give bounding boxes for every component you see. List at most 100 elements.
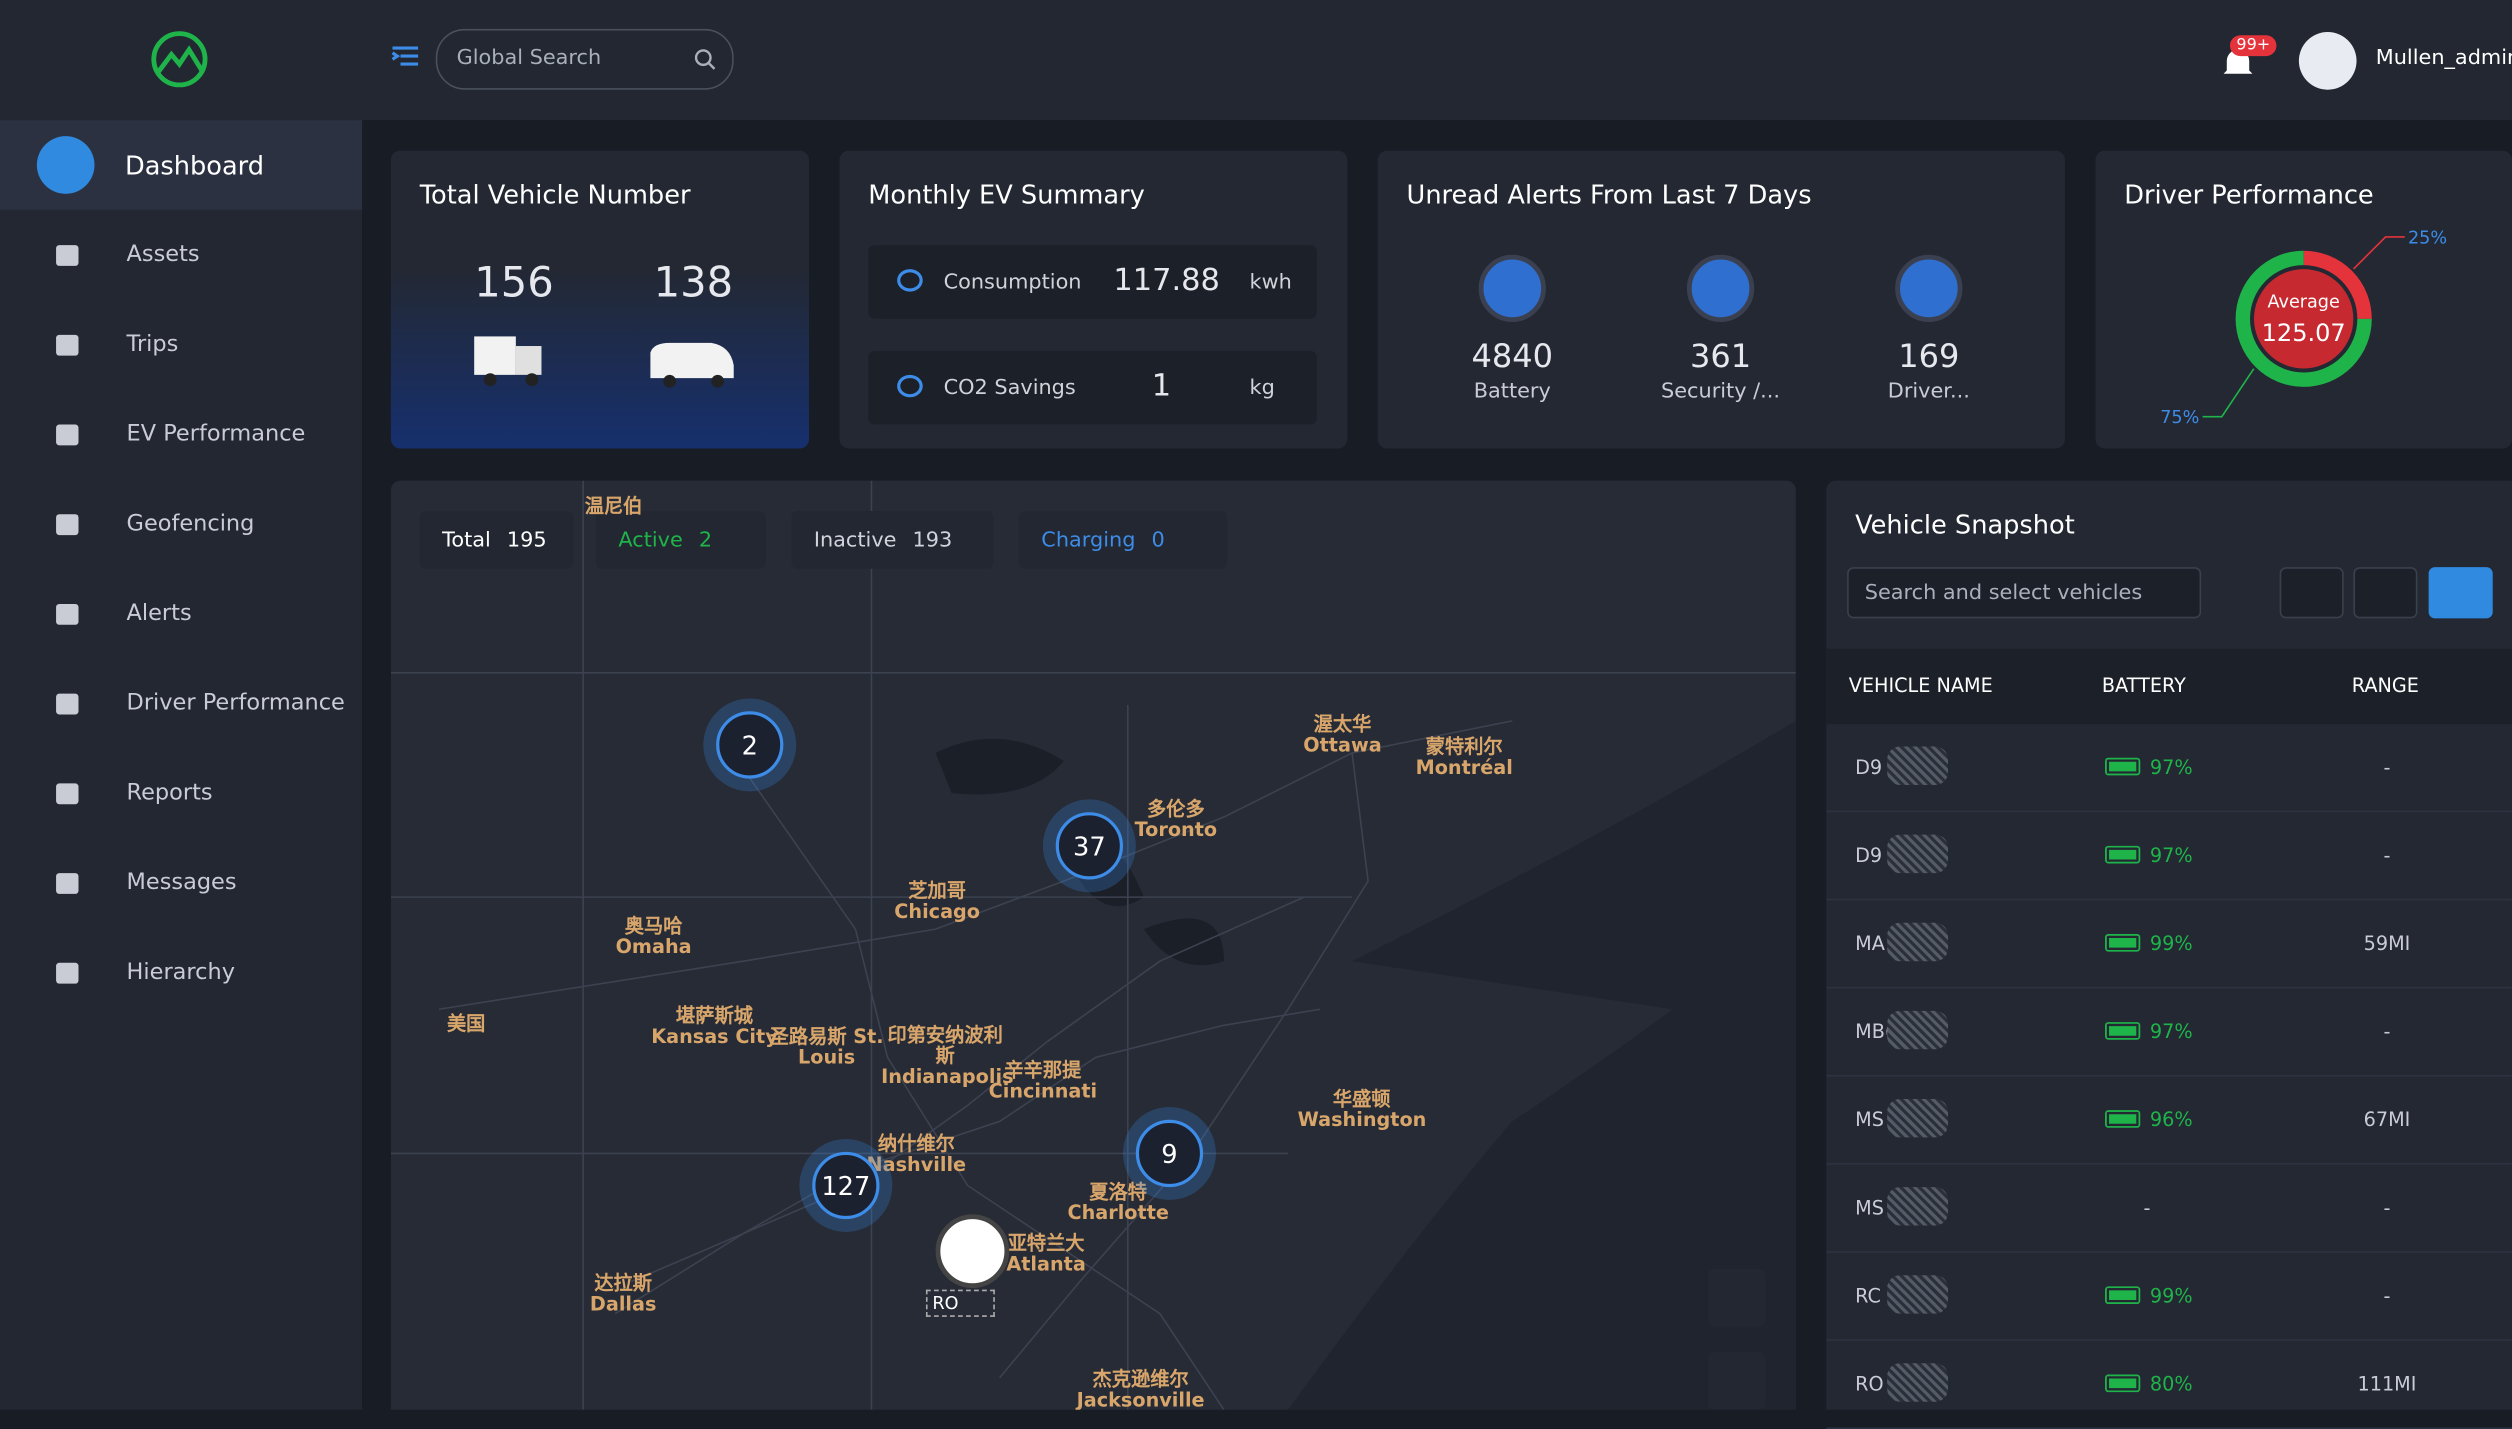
column-header[interactable]: BATTERY xyxy=(2101,674,2186,697)
user-name[interactable]: Mullen_admin xyxy=(2375,46,2512,71)
segment-label: 25% xyxy=(2408,228,2447,248)
vehicle-pin[interactable] xyxy=(935,1214,1010,1289)
vehicle-search[interactable]: Search and select vehicles xyxy=(1847,567,2202,619)
nav-icon xyxy=(56,692,79,714)
vehicle-cluster[interactable]: 127 xyxy=(812,1151,880,1220)
nav-icon xyxy=(56,962,79,983)
table-row[interactable]: RC 99% - xyxy=(1826,1253,2512,1341)
global-search[interactable]: Global Search xyxy=(435,28,734,90)
range: - xyxy=(2383,844,2391,867)
card-title: Total Vehicle Number xyxy=(419,179,691,210)
name-redaction xyxy=(1887,922,1949,962)
column-header[interactable]: VEHICLE NAME xyxy=(1848,674,1993,697)
nav-label: Dashboard xyxy=(124,149,265,181)
battery-level: 80% xyxy=(2149,1372,2193,1396)
vehicle-name: RO xyxy=(1855,1372,1884,1396)
vehicle-cluster[interactable]: 2 xyxy=(716,711,784,779)
search-placeholder: Search and select vehicles xyxy=(1864,581,2143,606)
name-redaction xyxy=(1887,1010,1949,1050)
nav-item[interactable]: Dashboard xyxy=(0,120,363,210)
alerts-card: Unread Alerts From Last 7 Days 4840 Batte… xyxy=(1377,150,2065,449)
nav-item[interactable]: Geofencing xyxy=(0,479,362,569)
menu-toggle[interactable] xyxy=(391,45,420,71)
map-label: 印第安纳波利斯 Indianapolis xyxy=(881,1023,1014,1088)
table-header xyxy=(1826,648,2512,725)
nav-item[interactable]: Driver Performance xyxy=(0,658,362,748)
sidebar: Dashboard Assets Trips EV Performance Geofen… xyxy=(0,120,363,1410)
map-label: 奥马哈 Omaha xyxy=(615,914,692,958)
alert-label: Driver... xyxy=(1887,379,1970,404)
donut-chart: 25% 75% Average 125.07 xyxy=(2160,228,2447,428)
battery-icon xyxy=(2105,933,2141,952)
summary-row: CO2 Savings 1 kg xyxy=(868,350,1317,425)
nav-item[interactable]: EV Performance xyxy=(0,389,362,479)
nav-label: Geofencing xyxy=(126,511,255,537)
nav-item[interactable]: Reports xyxy=(0,748,362,838)
donut-segment xyxy=(2235,250,2372,387)
map-label: 杰克逊维尔 Jacksonville xyxy=(1076,1368,1205,1410)
name-redaction xyxy=(1887,1363,1949,1402)
nav-item[interactable]: Trips xyxy=(0,300,362,390)
map-label: 亚特兰大 Atlanta xyxy=(1006,1231,1086,1276)
leader-line xyxy=(2202,368,2255,418)
nav-label: Assets xyxy=(126,241,200,268)
map-label: 多伦多 Toronto xyxy=(1134,797,1218,842)
map-label: 堪萨斯城 Kansas City xyxy=(651,1004,778,1048)
status-pill[interactable]: Inactive 193 xyxy=(791,511,994,569)
battery-icon xyxy=(2105,845,2141,864)
status-pill[interactable]: Charging 0 xyxy=(1018,511,1228,569)
download-button[interactable] xyxy=(2428,567,2493,619)
table-row[interactable]: MS - - xyxy=(1826,1165,2512,1253)
summary-value: 117.88 xyxy=(1113,262,1220,298)
table-row[interactable]: D9 97% - xyxy=(1826,812,2512,901)
logo xyxy=(151,31,208,88)
nav-item[interactable]: Alerts xyxy=(0,569,362,659)
nav-item[interactable]: Assets xyxy=(0,210,362,300)
nav-icon xyxy=(56,872,79,894)
table-row[interactable]: MA 99% 59MI xyxy=(1826,900,2512,989)
summary-icon xyxy=(897,374,923,398)
card-title: Driver Performance xyxy=(2124,179,2374,210)
nav-item[interactable]: Hierarchy xyxy=(0,928,362,1018)
name-redaction xyxy=(1887,1098,1949,1138)
table-row[interactable]: MB(97% - xyxy=(1826,988,2512,1077)
name-redaction xyxy=(1887,1275,1949,1314)
battery-level: 97% xyxy=(2149,1020,2193,1043)
battery-icon xyxy=(2105,1286,2141,1305)
reset-button[interactable] xyxy=(2279,567,2344,619)
table-row[interactable]: MS 96% 67MI xyxy=(1826,1077,2512,1165)
nav-label: Trips xyxy=(126,331,179,358)
vehicle-cluster[interactable]: 9 xyxy=(1135,1119,1204,1188)
battery-level: 97% xyxy=(2149,756,2193,779)
map-control[interactable] xyxy=(1707,1352,1766,1410)
table-row[interactable]: D9 97% - xyxy=(1826,724,2512,813)
name-redaction xyxy=(1887,1187,1949,1226)
table-row[interactable]: RO 80% 111MI xyxy=(1826,1341,2512,1429)
column-header[interactable]: RANGE xyxy=(2351,674,2419,697)
battery-icon xyxy=(2105,1374,2141,1393)
truck-icon xyxy=(474,336,542,387)
average-value: 125.07 xyxy=(2262,319,2346,347)
refresh-button[interactable] xyxy=(2353,567,2418,619)
status-pill[interactable]: Active 2 xyxy=(595,511,766,569)
summary-unit: kg xyxy=(1249,376,1275,401)
battery-level: 96% xyxy=(2149,1108,2193,1132)
card-title: Vehicle Snapshot xyxy=(1855,509,2075,540)
map-control[interactable] xyxy=(1707,1268,1766,1327)
nav-label: EV Performance xyxy=(126,421,306,447)
nav-item[interactable]: Messages xyxy=(0,838,362,928)
vehicle-name: D9 xyxy=(1855,756,1883,779)
status-pill[interactable]: Total 195 xyxy=(419,511,574,569)
avatar[interactable] xyxy=(2298,32,2357,90)
status-count: 0 xyxy=(1151,527,1165,552)
status-label: Total xyxy=(442,527,491,552)
battery-level: 99% xyxy=(2149,932,2193,955)
map-label: 美国 xyxy=(446,1012,486,1035)
vehicle-cluster[interactable]: 37 xyxy=(1055,812,1124,880)
map[interactable]: Total 195 Active 2 Inactive 193 Charging 0 温尼伯美… xyxy=(390,480,1796,1410)
nav-icon xyxy=(36,136,95,194)
map-label: 辛辛那提 Cincinnati xyxy=(988,1058,1098,1103)
